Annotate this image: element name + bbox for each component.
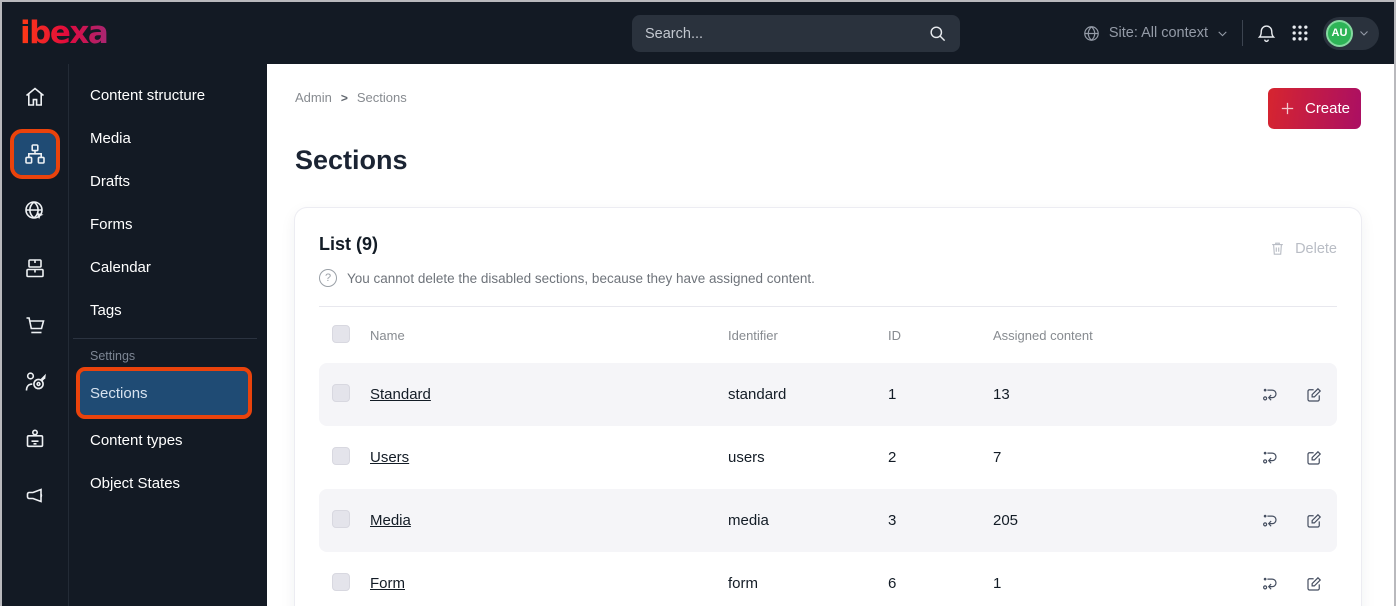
- chevron-down-icon: [1216, 27, 1229, 40]
- cell-id: 1: [888, 386, 897, 403]
- sidebar-item-content-structure[interactable]: Content structure: [90, 87, 206, 104]
- col-id: ID: [888, 327, 901, 343]
- sidebar-item-sections[interactable]: Sections: [76, 367, 252, 419]
- avatar: AU: [1326, 19, 1353, 47]
- section-name-link[interactable]: Standard: [370, 386, 431, 403]
- topbar-divider: [1242, 20, 1243, 46]
- row-checkbox[interactable]: [332, 446, 350, 465]
- section-name-link[interactable]: Users: [370, 449, 410, 466]
- cell-assigned: 205: [993, 512, 1019, 529]
- globe-icon: [1082, 24, 1101, 43]
- list-title: List (9): [319, 234, 379, 254]
- home-icon[interactable]: [14, 76, 56, 118]
- admin-badge-icon[interactable]: [14, 418, 56, 460]
- sidebar-item-object-states[interactable]: Object States: [90, 475, 181, 492]
- sidebar-divider: [73, 338, 257, 339]
- section-name-link[interactable]: Form: [370, 575, 405, 592]
- topbar: ibexa Site: All context AU: [2, 2, 1394, 64]
- select-all-checkbox[interactable]: [332, 324, 350, 343]
- col-identifier: Identifier: [728, 327, 778, 343]
- topbar-right: Site: All context AU: [1082, 16, 1379, 50]
- row-checkbox[interactable]: [332, 383, 350, 402]
- content-structure-icon[interactable]: [10, 129, 60, 179]
- cell-identifier: form: [728, 575, 758, 592]
- edit-icon[interactable]: [1305, 449, 1323, 467]
- trash-icon: [1269, 240, 1286, 257]
- breadcrumb-sections: Sections: [356, 90, 407, 105]
- breadcrumb: Admin > Sections: [295, 88, 407, 105]
- col-assigned-content: Assigned content: [993, 327, 1093, 343]
- icon-rail: [2, 64, 69, 606]
- sidebar-item-tags[interactable]: Tags: [90, 302, 122, 319]
- sidebar-item-calendar[interactable]: Calendar: [90, 259, 151, 276]
- table-row: Form form 6 1: [319, 552, 1337, 606]
- site-context-label: Site: All context: [1108, 25, 1208, 41]
- breadcrumb-separator: >: [340, 90, 348, 105]
- table-row: Standard standard 1 13: [319, 363, 1337, 426]
- card-divider: [319, 306, 1337, 307]
- edit-icon[interactable]: [1305, 575, 1323, 593]
- search-input[interactable]: [645, 25, 928, 42]
- sidebar: Content structure Media Drafts Forms Cal…: [69, 64, 267, 606]
- cell-identifier: media: [728, 512, 769, 529]
- sections-list-card: List (9) ? You cannot delete the disable…: [295, 208, 1361, 606]
- cell-assigned: 7: [993, 449, 1002, 466]
- product-boxes-icon[interactable]: [14, 247, 56, 289]
- ibexa-logo: ibexa: [20, 15, 109, 51]
- table-row: Users users 2 7: [319, 426, 1337, 489]
- table-row: Media media 3 205: [319, 489, 1337, 552]
- cell-assigned: 13: [993, 386, 1010, 403]
- global-search[interactable]: [632, 15, 960, 52]
- edit-icon[interactable]: [1305, 386, 1323, 404]
- plus-icon: [1279, 100, 1296, 117]
- list-note: ? You cannot delete the disabled section…: [319, 269, 1337, 287]
- edit-icon[interactable]: [1305, 512, 1323, 530]
- assign-content-icon[interactable]: [1261, 512, 1279, 530]
- customer-target-icon[interactable]: [14, 361, 56, 403]
- main-content: Admin > Sections Create Sections List (9…: [267, 64, 1394, 606]
- cell-identifier: users: [728, 449, 765, 466]
- row-checkbox[interactable]: [332, 509, 350, 528]
- cell-id: 6: [888, 575, 897, 592]
- cell-id: 2: [888, 449, 897, 466]
- site-globe-icon[interactable]: [14, 190, 56, 232]
- row-checkbox[interactable]: [332, 572, 350, 591]
- cell-assigned: 1: [993, 575, 1002, 592]
- sidebar-section-settings: Settings: [90, 349, 136, 363]
- sidebar-item-content-types[interactable]: Content types: [90, 432, 183, 449]
- user-menu[interactable]: AU: [1323, 16, 1379, 50]
- assign-content-icon[interactable]: [1261, 575, 1279, 593]
- sidebar-item-media[interactable]: Media: [90, 130, 131, 147]
- breadcrumb-admin[interactable]: Admin: [295, 90, 332, 105]
- page-title: Sections: [295, 145, 408, 175]
- question-circle-icon: ?: [319, 269, 337, 287]
- chevron-down-icon: [1358, 27, 1370, 39]
- cell-identifier: standard: [728, 386, 787, 403]
- cell-id: 3: [888, 512, 897, 529]
- sections-table: Name Identifier ID Assigned content Stan…: [319, 307, 1337, 606]
- notifications-bell-icon[interactable]: [1256, 23, 1277, 44]
- create-button[interactable]: Create: [1268, 88, 1361, 129]
- assign-content-icon[interactable]: [1261, 386, 1279, 404]
- sidebar-item-forms[interactable]: Forms: [90, 216, 133, 233]
- sidebar-item-drafts[interactable]: Drafts: [90, 173, 131, 190]
- site-context-selector[interactable]: Site: All context: [1082, 24, 1229, 43]
- app-grid-icon[interactable]: [1290, 23, 1310, 43]
- section-name-link[interactable]: Media: [370, 512, 411, 529]
- col-name: Name: [370, 327, 405, 343]
- search-icon[interactable]: [928, 24, 947, 43]
- cart-icon[interactable]: [14, 304, 56, 346]
- assign-content-icon[interactable]: [1261, 449, 1279, 467]
- megaphone-icon[interactable]: [14, 475, 56, 517]
- table-header-row: Name Identifier ID Assigned content: [319, 307, 1337, 363]
- delete-button[interactable]: Delete: [1269, 240, 1337, 257]
